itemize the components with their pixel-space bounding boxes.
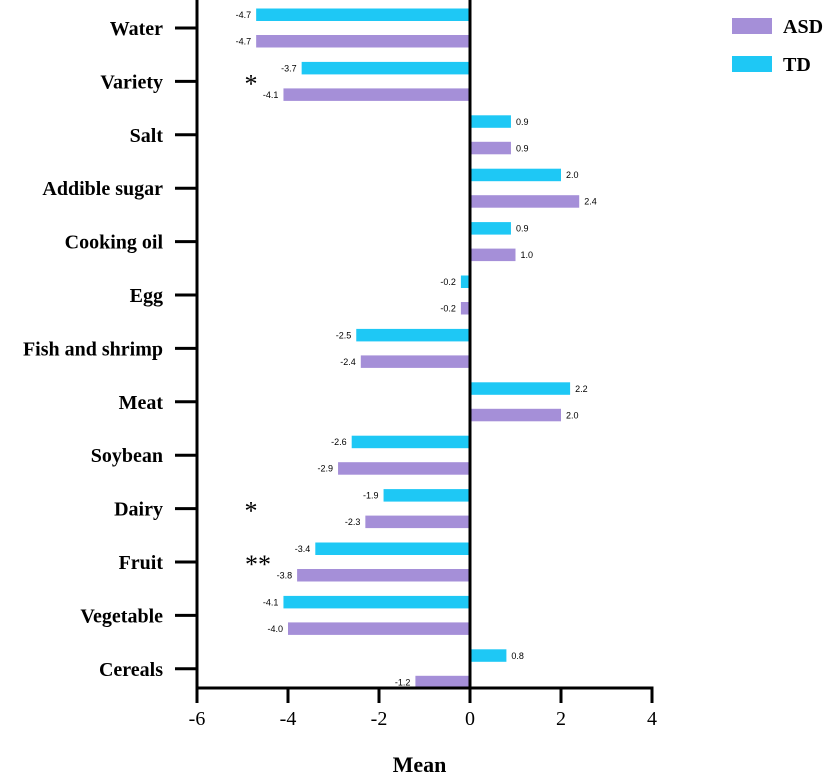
bar-asd-water <box>256 35 470 48</box>
x-tick-label--4: -4 <box>280 708 297 730</box>
bar-asd-soybean <box>338 462 470 475</box>
category-label-dairy: Dairy <box>114 499 163 521</box>
value-label-asd-water: -4.7 <box>236 36 252 46</box>
value-label-asd-variety: -4.1 <box>263 90 279 100</box>
bar-td-fruit <box>315 542 470 555</box>
legend-label-td: TD <box>783 54 811 76</box>
category-axis: Water Variety Salt Addible sugar Cooking oil… <box>23 18 197 681</box>
bar-asd-dairy <box>365 515 470 529</box>
category-label-variety: Variety <box>100 71 163 93</box>
category-label-vegetable: Vegetable <box>80 605 163 627</box>
value-label-td-variety: -3.7 <box>281 63 297 73</box>
x-axis-title: Mean <box>393 752 447 777</box>
category-label-soybean: Soybean <box>91 445 163 467</box>
value-label-td-vegetable: -4.1 <box>263 597 279 607</box>
legend-swatch-td <box>732 56 772 72</box>
value-label-td-soybean: -2.6 <box>331 437 347 447</box>
x-tick-label-0: 0 <box>465 708 475 730</box>
value-label-asd-dairy: -2.3 <box>345 517 361 527</box>
value-label-td-cooking-oil: 0.9 <box>516 224 529 234</box>
bar-asd-salt <box>470 141 511 155</box>
category-label-fruit: Fruit <box>119 552 164 574</box>
x-tick-label--6: -6 <box>189 708 206 730</box>
bar-td-meat <box>470 382 571 395</box>
category-label-cooking-oil: Cooking oil <box>65 232 164 254</box>
bar-td-cooking-oil <box>470 222 511 235</box>
bar-td-cereals <box>470 649 507 662</box>
bar-asd-egg <box>460 302 470 315</box>
bar-td-water <box>256 8 470 21</box>
value-label-td-water: -4.7 <box>236 10 252 20</box>
significance-mark-dairy: * <box>245 497 258 526</box>
bar-td-variety <box>301 61 470 75</box>
legend-label-asd: ASD <box>783 16 823 38</box>
bar-asd-addible-sugar <box>470 195 580 208</box>
bar-asd-cereals <box>415 675 470 689</box>
value-label-td-addible-sugar: 2.0 <box>566 170 579 180</box>
value-label-td-fruit: -3.4 <box>295 544 311 554</box>
bar-td-egg <box>460 275 470 288</box>
value-label-asd-addible-sugar: 2.4 <box>584 197 597 207</box>
bar-asd-fish-and-shrimp <box>360 355 470 368</box>
value-label-asd-meat: 2.0 <box>566 410 579 420</box>
value-label-asd-egg: -0.2 <box>440 303 456 313</box>
value-label-td-egg: -0.2 <box>440 277 456 287</box>
value-label-td-salt: 0.9 <box>516 117 529 127</box>
bar-asd-variety <box>283 88 470 101</box>
category-label-egg: Egg <box>130 285 163 307</box>
significance-mark-fruit: ** <box>245 550 271 579</box>
value-label-td-fish-and-shrimp: -2.5 <box>336 330 352 340</box>
value-label-asd-fish-and-shrimp: -2.4 <box>340 357 356 367</box>
value-label-asd-cooking-oil: 1.0 <box>521 250 534 260</box>
category-label-fish-and-shrimp: Fish and shrimp <box>23 338 163 360</box>
bar-asd-vegetable <box>288 622 470 635</box>
value-label-asd-vegetable: -4.0 <box>267 624 283 634</box>
category-label-meat: Meat <box>119 392 164 414</box>
value-label-td-dairy: -1.9 <box>363 491 379 501</box>
x-tick-label--2: -2 <box>371 708 388 730</box>
category-label-cereals: Cereals <box>99 659 163 681</box>
bar-asd-cooking-oil <box>470 248 516 262</box>
category-label-addible-sugar: Addible sugar <box>42 178 163 200</box>
significance-mark-variety: * <box>245 69 258 98</box>
value-labels-layer: -4.7 -4.7 -3.7 -4.1 0.9 0.9 2.0 2.4 0.9 1.0 -0.2 -0… <box>236 10 597 687</box>
category-label-salt: Salt <box>130 125 164 147</box>
bar-td-dairy <box>383 489 470 502</box>
bar-asd-fruit <box>297 569 470 582</box>
x-tick-label-4: 4 <box>647 708 657 730</box>
bar-asd-meat <box>470 408 561 422</box>
bar-td-vegetable <box>283 595 470 609</box>
x-tick-label-2: 2 <box>556 708 566 730</box>
value-label-asd-soybean: -2.9 <box>318 464 334 474</box>
significance-annotations: **** <box>245 69 272 579</box>
legend: ASD TD <box>732 16 823 76</box>
bar-td-fish-and-shrimp <box>356 328 470 342</box>
value-label-td-cereals: 0.8 <box>511 651 524 661</box>
value-label-td-meat: 2.2 <box>575 384 588 394</box>
legend-swatch-asd <box>732 18 772 34</box>
bars-layer <box>256 8 580 689</box>
value-label-asd-fruit: -3.8 <box>277 570 293 580</box>
bar-td-addible-sugar <box>470 168 561 182</box>
value-label-asd-salt: 0.9 <box>516 143 529 153</box>
bar-td-salt <box>470 115 511 128</box>
bar-td-soybean <box>351 435 470 449</box>
category-label-water: Water <box>110 18 163 40</box>
value-label-asd-cereals: -1.2 <box>395 677 411 687</box>
x-axis: -6 -4 -2 0 2 4 <box>189 0 657 730</box>
